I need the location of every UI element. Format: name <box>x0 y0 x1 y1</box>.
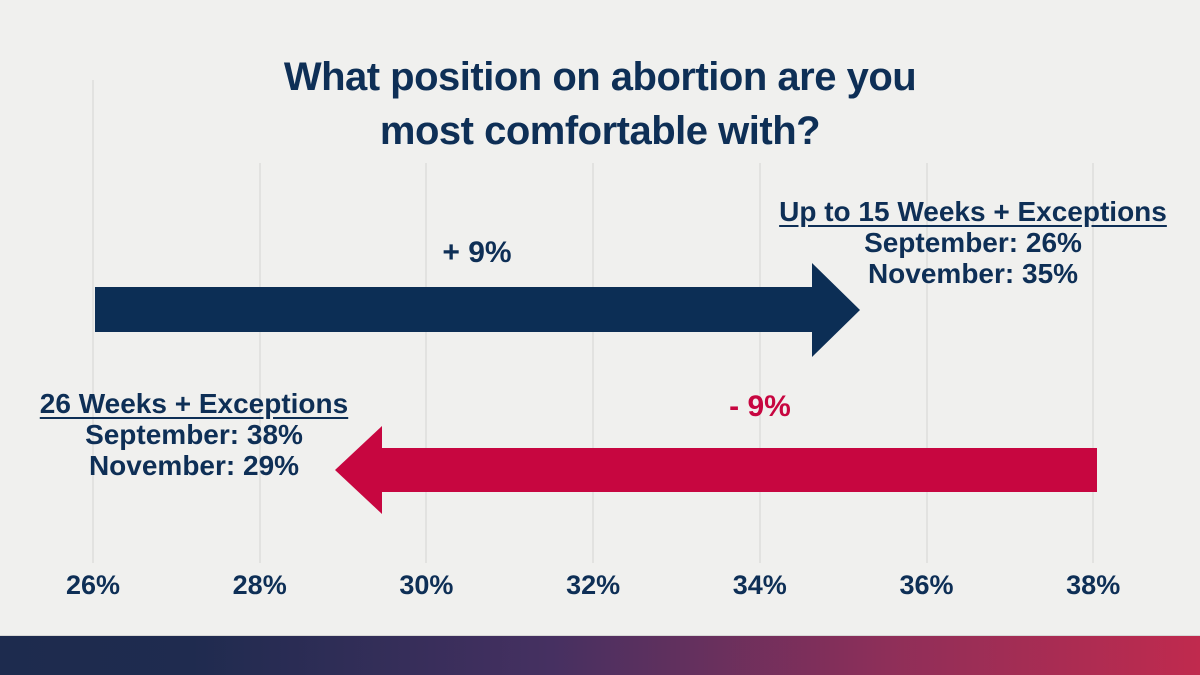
gridline <box>592 163 595 563</box>
footer-gradient-bar <box>0 635 1200 675</box>
axis-tick-label: 26% <box>65 570 121 600</box>
axis-tick-label: 30% <box>399 570 454 600</box>
gridline <box>1092 163 1095 563</box>
increase-arrow-head <box>812 263 860 357</box>
title-line-2: most comfortable with? <box>379 109 821 153</box>
axis-tick-label: 36% <box>899 570 954 600</box>
series-heading: 26 Weeks + Exceptions <box>39 388 349 419</box>
axis-tick-label: 38% <box>1066 570 1121 600</box>
increase-change-label: + 9% <box>442 236 512 269</box>
decrease-change-label: - 9% <box>729 390 791 423</box>
increase-arrow-shaft <box>95 287 812 332</box>
axis-tick-label: 32% <box>566 570 621 600</box>
series-november-value: November: 29% <box>88 450 300 481</box>
gridline <box>92 80 94 563</box>
series-september-value: September: 38% <box>85 419 303 450</box>
series-november-value: November: 35% <box>867 258 1079 289</box>
gridline <box>758 163 761 563</box>
series-label-26-weeks: 26 Weeks + Exceptions September: 38% Nov… <box>0 388 388 481</box>
gridline <box>425 163 428 563</box>
title-line-1: What position on abortion are you <box>283 55 917 99</box>
axis-tick-label: 34% <box>732 570 787 600</box>
series-september-value: September: 26% <box>864 227 1082 258</box>
decrease-arrow-shaft <box>382 448 1097 492</box>
axis-tick-label: 28% <box>232 570 287 600</box>
decrease-arrow-head <box>335 426 382 514</box>
gridline <box>925 163 928 563</box>
gridline <box>258 163 261 563</box>
page-title: What position on abortion are you most c… <box>0 50 1200 158</box>
series-label-up-to-15-weeks: Up to 15 Weeks + Exceptions September: 2… <box>743 196 1200 289</box>
series-heading: Up to 15 Weeks + Exceptions <box>779 196 1167 227</box>
